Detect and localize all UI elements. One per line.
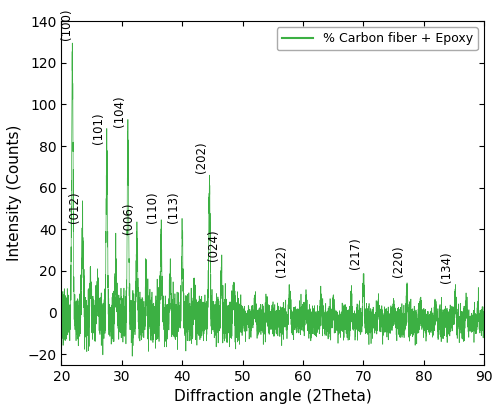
Y-axis label: Intensity (Counts): Intensity (Counts) xyxy=(7,125,22,261)
Legend: % Carbon fiber + Epoxy: % Carbon fiber + Epoxy xyxy=(276,28,478,51)
Text: (006): (006) xyxy=(122,202,135,233)
Text: (113): (113) xyxy=(168,192,180,223)
Text: (202): (202) xyxy=(194,141,207,173)
Text: (134): (134) xyxy=(440,252,454,284)
Text: (104): (104) xyxy=(113,96,126,127)
Text: (217): (217) xyxy=(348,237,362,269)
Text: (122): (122) xyxy=(275,245,288,277)
Text: (101): (101) xyxy=(92,112,105,144)
Text: (024): (024) xyxy=(206,229,220,261)
Text: (220): (220) xyxy=(392,246,405,277)
Text: (012): (012) xyxy=(68,192,81,223)
Text: (100): (100) xyxy=(60,8,73,40)
Text: (110): (110) xyxy=(146,192,160,223)
X-axis label: Diffraction angle (2Theta): Diffraction angle (2Theta) xyxy=(174,389,372,404)
